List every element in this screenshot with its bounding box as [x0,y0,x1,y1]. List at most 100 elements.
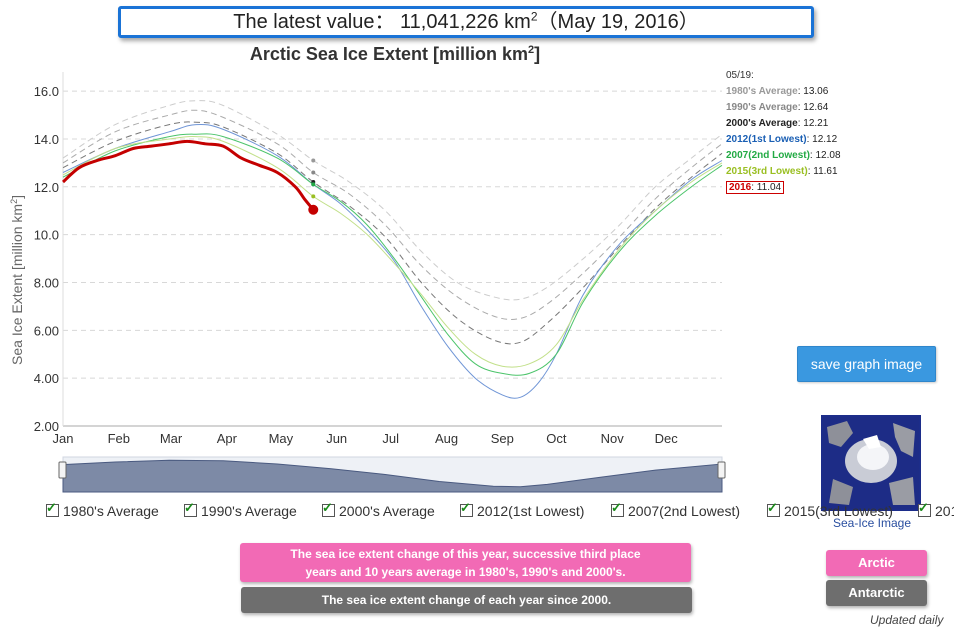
x-tick-label: Sep [491,431,514,446]
series-marker-1980-s-average [311,158,316,163]
legend-series-value: : 13.06 [797,86,829,97]
legend-row: 2000's Average: 12.21 [726,116,841,132]
x-tick-label: Nov [601,431,625,446]
navigator-area [62,459,723,493]
checkbox-icon[interactable]: ✓ [611,503,624,517]
toggle-2016[interactable]: ✓ 2016 [918,503,954,519]
toggle-label: 2012(1st Lowest) [477,503,585,519]
legend-row: 1990's Average: 12.64 [726,100,841,116]
toggle-label: 2007(2nd Lowest) [628,503,741,519]
legend-series-value: : 12.21 [797,118,829,129]
legend-row: 2015(3rd Lowest): 11.61 [726,164,841,180]
toggle-label: 2015(3rd Lowest) [784,503,893,519]
chart-title-text: Arctic Sea Ice Extent [million km [249,44,528,64]
legend-row: 2012(1st Lowest): 12.12 [726,132,841,148]
antarctic-button[interactable]: Antarctic [826,580,927,606]
latest-value-box: The latest value： 11,041,226 km2（May 19,… [118,6,814,38]
toggle-2007[interactable]: ✓ 2007(2nd Lowest) [611,503,740,519]
series-line-2012-1st-lowest [62,123,723,399]
y-tick-labels: 2.00 4.00 6.00 8.00 10.0 12.0 14.0 16.0 [34,84,59,434]
x-tick-label: Apr [217,431,238,446]
y-tick-label: 2.00 [34,419,59,434]
toggle-label: 2000's Average [339,503,435,519]
x-tick-label: May [269,431,294,446]
legend-row: 1980's Average: 13.06 [726,84,841,100]
x-tick-label: Jun [326,431,347,446]
latest-value-sup: 2 [530,9,538,24]
y-tick-label: 14.0 [34,132,59,147]
series-toggle-list: ✓ 1980's Average ✓ 1990's Average ✓ 2000's … [46,503,954,523]
this-year-button-line-2: years and 10 years average in 1980's, 19… [305,565,626,579]
sea-ice-image-caption[interactable]: Sea-Ice Image [821,516,923,530]
toggle-label: 1990's Average [201,503,297,519]
x-tick-label: Jan [53,431,74,446]
legend-series-name: 2016 [729,182,752,193]
x-tick-label: Mar [160,431,183,446]
chart-title: Arctic Sea Ice Extent [million km2] [180,44,610,65]
toggle-1990s-average[interactable]: ✓ 1990's Average [184,503,297,519]
navigator-right-handle[interactable] [717,461,726,479]
this-year-comparison-button[interactable]: The sea ice extent change of this year, … [240,543,691,582]
toggle-label: 1980's Average [63,503,159,519]
range-navigator[interactable] [58,456,726,493]
series-line-1980-s-average [62,100,723,301]
legend-series-value: : 12.08 [809,150,841,161]
save-graph-image-button[interactable]: save graph image [797,346,936,382]
legend-series-value: : 11.04 [751,182,782,193]
toggle-1980s-average[interactable]: ✓ 1980's Average [46,503,159,519]
latest-value-date: （May 19, 2016） [537,11,699,33]
y-tick-label: 6.00 [34,323,59,338]
x-tick-label: Dec [655,431,679,446]
legend-series-value: : 12.64 [797,102,829,113]
legend-series-name: 2015(3rd Lowest) [726,166,808,177]
y-axis-label: Sea Ice Extent [million km2] [9,195,25,365]
checkbox-icon[interactable]: ✓ [46,503,59,517]
chart-title-end: ] [534,44,541,64]
series-line-2000-s-average [62,121,723,345]
legend-rows: 1980's Average: 13.06 1990's Average: 12.… [726,84,841,196]
series-line-2015-3rd-lowest [62,136,723,368]
series-line-2016 [61,139,315,211]
y-tick-label: 8.00 [34,275,59,290]
series-markers [308,158,319,215]
series-marker-1990-s-average [311,170,316,175]
toggle-label: 2016 [935,503,954,519]
legend-date: 05/19: [726,70,754,81]
toggle-2012[interactable]: ✓ 2012(1st Lowest) [460,503,584,519]
chart-area: 2.00 4.00 6.00 8.00 10.0 12.0 14.0 16.0 Jan Feb M… [9,72,726,493]
y-tick-label: 12.0 [34,180,59,195]
checkbox-icon[interactable]: ✓ [767,503,780,517]
series-line-1990-s-average [62,109,723,320]
this-year-button-line-1: The sea ice extent change of this year, … [290,547,641,561]
series-lines [61,100,723,399]
legend-series-value: : 12.12 [806,134,838,145]
x-tick-label: Jul [382,431,399,446]
each-year-button[interactable]: The sea ice extent change of each year s… [241,587,692,613]
navigator-left-handle[interactable] [58,461,67,479]
legend-row: 2016: 11.04 [726,180,841,196]
legend-series-name: 2000's Average [726,118,798,129]
updated-daily-note: Updated daily [870,613,944,627]
series-line-2007-2nd-lowest [62,133,723,376]
legend-row: 2007(2nd Lowest): 12.08 [726,148,841,164]
series-marker-2007-2nd-lowest [311,182,316,187]
x-tick-label: Oct [546,431,567,446]
legend-series-name: 1980's Average [726,86,798,97]
y-tick-label: 16.0 [34,84,59,99]
legend-series-name: 2012(1st Lowest) [726,134,807,145]
arctic-button[interactable]: Arctic [826,550,927,576]
sea-ice-image-thumbnail[interactable] [821,415,921,511]
y-axis-label-sup: 2 [9,199,19,204]
checkbox-icon[interactable]: ✓ [184,503,197,517]
checkbox-icon[interactable]: ✓ [918,503,931,517]
toggle-2015[interactable]: ✓ 2015(3rd Lowest) [767,503,893,519]
chart-title-sup: 2 [527,44,535,56]
x-tick-label: Aug [435,431,458,446]
checkbox-icon[interactable]: ✓ [460,503,473,517]
x-tick-labels: Jan Feb Mar Apr May Jun Jul Aug Sep Oct Nov Dec [53,431,679,446]
arctic-map-icon [823,417,919,509]
toggle-2000s-average[interactable]: ✓ 2000's Average [322,503,435,519]
y-axis-label-text: Sea Ice Extent [million km [9,204,25,365]
x-tick-label: Feb [108,431,130,446]
checkbox-icon[interactable]: ✓ [322,503,335,517]
